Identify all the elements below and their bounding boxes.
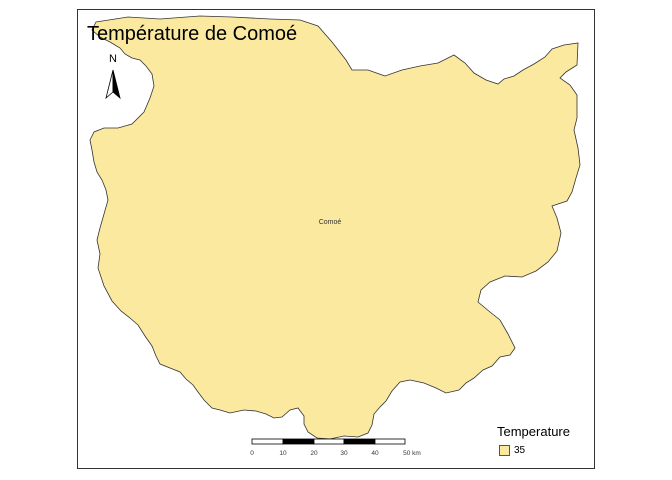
scale-segment-1	[251, 438, 284, 445]
region-comoe-polygon[interactable]	[89, 15, 581, 440]
north-letter: N	[109, 53, 117, 65]
scale-segment-5	[374, 438, 406, 445]
scale-segment-2	[282, 438, 315, 445]
scale-tick-label: 50 km	[403, 450, 421, 457]
legend-swatch	[499, 445, 510, 456]
scale-tick-label: 10	[279, 450, 287, 457]
legend-item-label: 35	[514, 445, 526, 456]
scale-segment-3	[313, 438, 345, 445]
scale-segment-4	[343, 438, 376, 445]
scale-tick-label: 0	[250, 450, 254, 457]
scale-tick-label: 40	[371, 450, 379, 457]
scale-tick-label: 20	[310, 450, 318, 457]
legend-item: 35	[499, 445, 525, 456]
scale-bar: 0 10 20 30 40 50 km	[250, 438, 421, 457]
map-title: Température de Comoé	[87, 23, 298, 45]
legend-title: Temperature	[497, 424, 570, 439]
north-arrow-icon: N	[105, 53, 121, 100]
region-label: Comoé	[319, 219, 342, 226]
scale-tick-label: 30	[340, 450, 348, 457]
